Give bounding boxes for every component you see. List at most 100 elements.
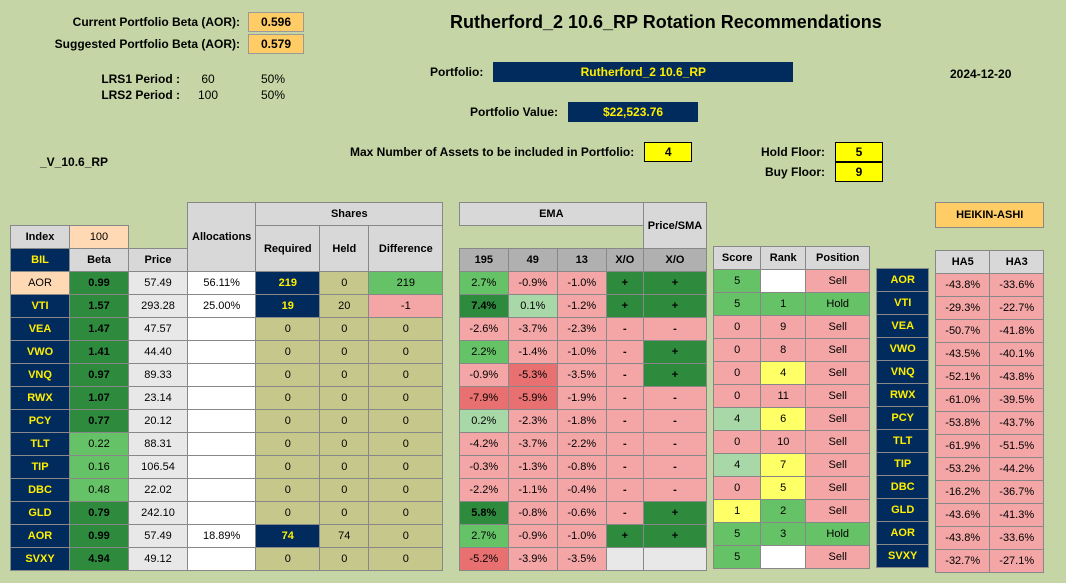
held-cell: 0 [320,479,369,502]
ema49-cell: -0.9% [508,525,557,548]
ha3-cell: -22.7% [990,297,1044,320]
price-cell: 89.33 [129,364,188,387]
table-row: 08Sell [714,339,870,362]
ha3-cell: -51.5% [990,435,1044,458]
lrs1-label: LRS1 Period : [10,72,188,86]
rank-header: Rank [761,247,806,270]
table-row: -43.6%-41.3% [936,504,1044,527]
table-row: -52.1%-43.8% [936,366,1044,389]
table-row: PCY0.7720.120000.2%-2.3%-1.8%-- [11,410,707,433]
position-cell: Sell [806,431,870,454]
table-row: RWX [877,384,929,407]
ticker2-cell: VEA [877,315,929,338]
cell [443,410,460,433]
ha3-cell: -43.7% [990,412,1044,435]
required-header: Required [256,226,320,272]
ema195-cell: 2.7% [459,272,508,295]
cell [443,456,460,479]
rank-cell: 11 [761,385,806,408]
table-row: -61.0%-39.5% [936,389,1044,412]
lrs1-period: 60 [188,72,228,86]
table-row: -16.2%-36.7% [936,481,1044,504]
xo1-cell: - [606,502,643,525]
beta-cell: 0.97 [70,364,129,387]
price-cell: 44.40 [129,341,188,364]
ema49-cell: 0.1% [508,295,557,318]
table-row: AOR [877,522,929,545]
ha3-cell: -41.8% [990,320,1044,343]
ema-header: EMA [459,203,643,226]
ema13-cell: -1.0% [557,525,606,548]
table-row: GLD [877,499,929,522]
xo1-cell: - [606,433,643,456]
ha5-cell: -43.8% [936,274,990,297]
table-row: AOR0.9957.4918.89%747402.7%-0.9%-1.0%++ [11,525,707,548]
price-cell: 57.49 [129,272,188,295]
position-cell: Sell [806,316,870,339]
table-row: AOR0.9957.4956.11%21902192.7%-0.9%-1.0%+… [11,272,707,295]
held-cell: 0 [320,272,369,295]
portfolio-label: Portfolio: [430,65,483,79]
table-row: 12Sell [714,500,870,523]
score-cell: 0 [714,477,761,500]
lrs2-period: 100 [188,88,228,102]
table-row: SVXY4.9449.12000-5.2%-3.9%-3.5% [11,548,707,571]
required-cell: 0 [256,456,320,479]
hold-floor-value: 5 [835,142,883,162]
required-cell: 0 [256,387,320,410]
diff-cell: 0 [369,525,443,548]
ema195-cell: -2.6% [459,318,508,341]
alloc-cell: 25.00% [188,295,256,318]
ha5-cell: -53.2% [936,458,990,481]
buy-floor-value: 9 [835,162,883,182]
xo2-cell: - [643,387,706,410]
diff-cell: 0 [369,410,443,433]
position-cell: Sell [806,385,870,408]
rank-cell: 5 [761,477,806,500]
xo2-cell: - [643,318,706,341]
held-cell: 0 [320,341,369,364]
ticker-cell: RWX [11,387,70,410]
alloc-cell: 56.11% [188,272,256,295]
beta-header: Beta [70,249,129,272]
table-row: GLD0.79242.100005.8%-0.8%-0.6%-+ [11,502,707,525]
max-assets-value: 4 [644,142,692,162]
diff-cell: 0 [369,548,443,571]
ticker2-cell: VNQ [877,361,929,384]
ticker2-cell: TIP [877,453,929,476]
ema13-cell: -3.5% [557,548,606,571]
alloc-cell [188,341,256,364]
held-cell: 0 [320,410,369,433]
cell [443,479,460,502]
bil-cell: BIL [11,249,70,272]
ticker-cell: VTI [11,295,70,318]
ticker2-cell: AOR [877,269,929,292]
table-row: VNQ0.9789.33000-0.9%-5.3%-3.5%-+ [11,364,707,387]
beta-cell: 1.07 [70,387,129,410]
table-row: 47Sell [714,454,870,477]
heikin-table: HEIKIN-ASHI HA5 HA3 -43.8%-33.6%-29.3%-2… [935,202,1044,573]
ema13-cell: -0.4% [557,479,606,502]
held-cell: 0 [320,456,369,479]
score-header: Score [714,247,761,270]
held-cell: 0 [320,387,369,410]
ema49-header: 49 [508,249,557,272]
rank-cell: 10 [761,431,806,454]
hold-floor-label: Hold Floor: [745,145,825,159]
required-cell: 0 [256,502,320,525]
ha3-cell: -40.1% [990,343,1044,366]
xo2-cell: + [643,502,706,525]
alloc-cell [188,410,256,433]
rank-cell: 3 [761,523,806,546]
position-cell: Sell [806,477,870,500]
table-row: 011Sell [714,385,870,408]
score-cell: 0 [714,339,761,362]
position-cell: Sell [806,339,870,362]
report-date: 2024-12-20 [950,67,1011,81]
xo1-cell [606,548,643,571]
table-row: -29.3%-22.7% [936,297,1044,320]
ha3-cell: -41.3% [990,504,1044,527]
score-cell: 5 [714,523,761,546]
price-cell: 57.49 [129,525,188,548]
ticker-cell: VWO [11,341,70,364]
